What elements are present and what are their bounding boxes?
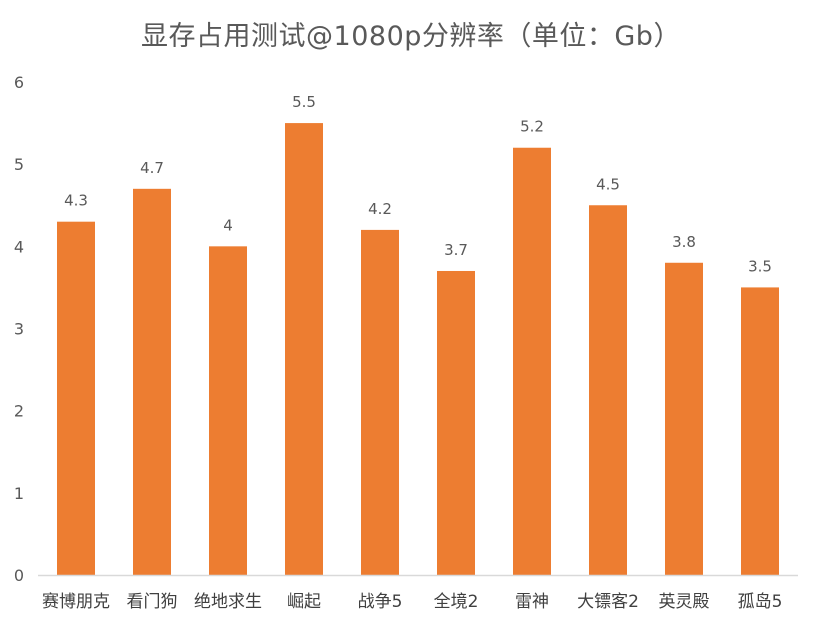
y-axis-tick-labels: 0 1 2 3 4 5 6 xyxy=(14,73,24,585)
bar xyxy=(437,270,475,575)
bar xyxy=(285,123,323,575)
x-tick-label: 英灵殿 xyxy=(659,592,710,612)
x-tick-label: 孤岛5 xyxy=(738,592,783,612)
data-label: 4.5 xyxy=(596,175,620,193)
bar xyxy=(361,229,399,575)
x-axis-tick-labels: 赛博朋克 看门狗 绝地求生 崛起 战争5 全境2 雷神 大镖客2 英灵殿 孤岛5 xyxy=(42,591,782,612)
bar xyxy=(133,188,171,576)
x-tick-label: 大镖客2 xyxy=(577,592,639,612)
x-tick-label: 绝地求生 xyxy=(194,592,262,612)
data-label: 5.2 xyxy=(520,118,544,136)
y-tick-label: 5 xyxy=(14,155,24,174)
data-label: 4 xyxy=(223,216,233,234)
bar xyxy=(741,287,779,575)
x-tick-label: 战争5 xyxy=(358,592,403,612)
y-tick-label: 3 xyxy=(14,320,24,339)
x-tick-label: 全境2 xyxy=(434,592,479,612)
bar xyxy=(513,147,551,575)
x-tick-label: 崛起 xyxy=(287,592,321,612)
x-tick-label: 看门狗 xyxy=(127,592,178,612)
x-tick-label: 雷神 xyxy=(515,592,549,612)
data-labels-group: 4.3 4.7 4 5.5 4.2 3.7 5.2 4.5 3.8 3.5 xyxy=(64,93,772,275)
data-label: 3.5 xyxy=(748,257,772,275)
bars-group xyxy=(57,123,779,576)
y-tick-label: 0 xyxy=(14,566,24,585)
y-tick-label: 2 xyxy=(14,402,24,421)
data-label: 4.2 xyxy=(368,200,392,218)
y-tick-label: 6 xyxy=(14,73,24,92)
bar xyxy=(209,246,247,576)
x-tick-label: 赛博朋克 xyxy=(42,591,110,612)
data-label: 3.7 xyxy=(444,241,468,259)
y-tick-label: 4 xyxy=(14,237,24,256)
data-label: 5.5 xyxy=(292,93,316,111)
data-label: 4.3 xyxy=(64,192,88,210)
bar xyxy=(665,262,703,575)
chart-title: 显存占用测试@1080p分辨率（单位：Gb） xyxy=(141,21,681,52)
data-label: 3.8 xyxy=(672,233,696,251)
y-tick-label: 1 xyxy=(14,484,24,503)
bar xyxy=(589,205,627,575)
data-label: 4.7 xyxy=(140,159,164,177)
bar xyxy=(57,221,95,575)
